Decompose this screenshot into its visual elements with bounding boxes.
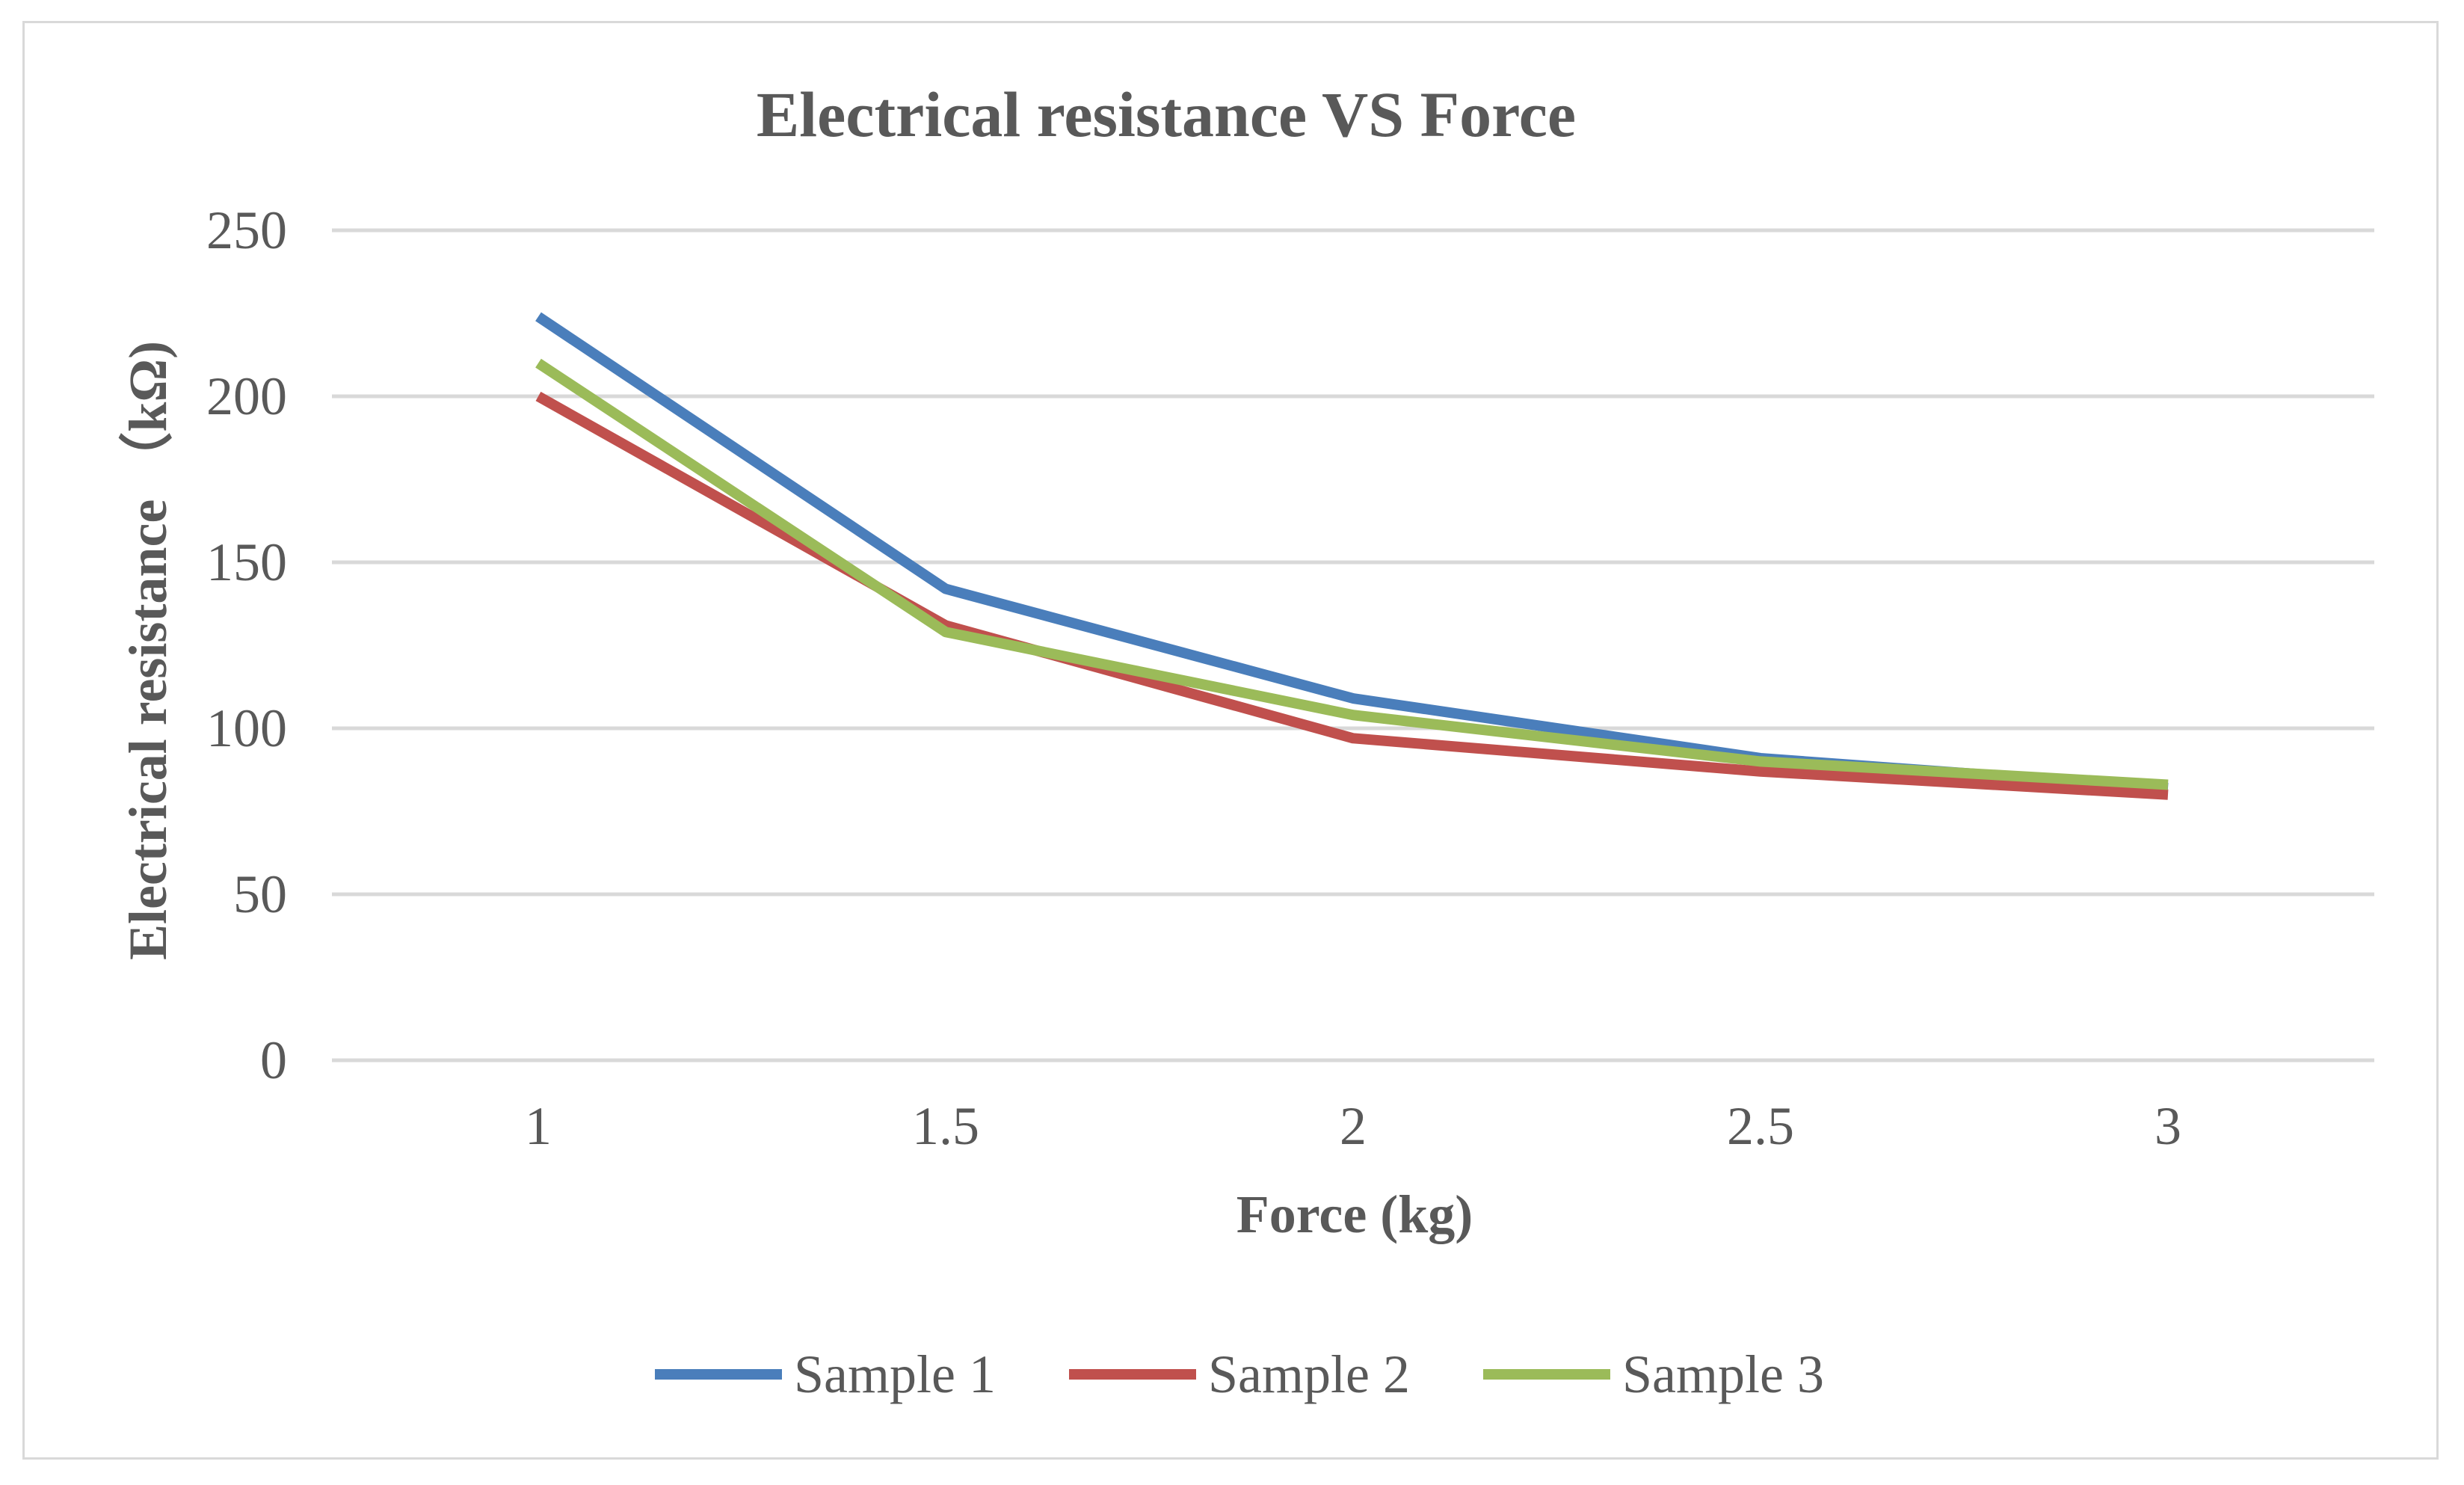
x-tick-label: 2 — [1340, 1096, 1367, 1156]
y-axis-label: Electrical resistance （kΩ) — [118, 341, 178, 960]
x-tick-label: 1.5 — [912, 1096, 979, 1156]
chart-title: Electrical resistance VS Force — [757, 79, 1576, 150]
y-tick-label: 50 — [233, 864, 287, 924]
series-line-2 — [535, 391, 2169, 800]
x-tick-label: 2.5 — [1727, 1096, 1794, 1156]
y-tick-label: 200 — [206, 366, 287, 426]
legend: Sample 1 Sample 2 Sample 3 — [655, 1344, 1824, 1404]
series-lines — [535, 312, 2169, 800]
legend-label-1: Sample 1 — [794, 1344, 996, 1404]
legend-label-3: Sample 3 — [1622, 1344, 1824, 1404]
gridlines — [332, 228, 2374, 1063]
series-line-3 — [535, 358, 2169, 790]
legend-label-2: Sample 2 — [1208, 1344, 1410, 1404]
y-tick-label: 100 — [206, 698, 287, 758]
x-axis-tick-labels: 1 1.5 2 2.5 3 — [525, 1096, 2181, 1156]
y-axis-tick-labels: 0 50 100 150 200 250 — [206, 200, 287, 1090]
y-tick-label: 0 — [260, 1030, 287, 1090]
y-tick-label: 250 — [206, 200, 287, 260]
x-tick-label: 1 — [525, 1096, 552, 1156]
chart-area — [22, 21, 2439, 1460]
x-axis-label: Force (kg) — [1236, 1184, 1473, 1244]
x-tick-label: 3 — [2155, 1096, 2181, 1156]
y-tick-label: 150 — [206, 532, 287, 592]
